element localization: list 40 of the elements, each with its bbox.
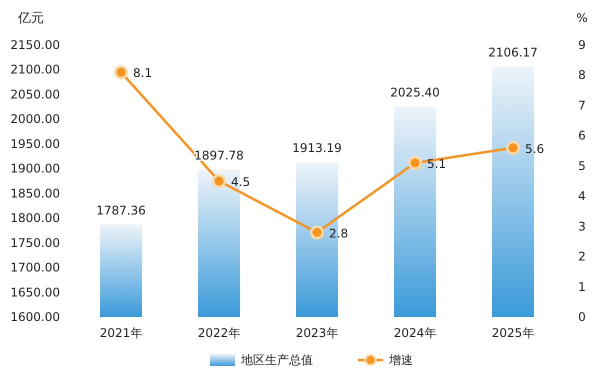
y-tick-label: 1650.00 <box>10 285 60 300</box>
y-tick-label: 1850.00 <box>10 186 60 200</box>
data-label: 1787.36 <box>96 203 146 218</box>
y-tick-label: 1600.00 <box>10 310 60 324</box>
y2-tick-label: 4 <box>578 189 586 204</box>
y-axis-title: 亿元 <box>17 11 44 26</box>
data-label: 2.8 <box>329 226 348 240</box>
x-tick-label: 2021年 <box>100 326 142 340</box>
y-tick-label: 1950.00 <box>10 136 60 151</box>
y2-tick-label: 7 <box>578 98 586 112</box>
y-tick-label: 2000.00 <box>10 112 60 126</box>
data-label: 5.1 <box>427 156 446 171</box>
data-label: 5.6 <box>525 142 544 156</box>
y-tick-label: 1750.00 <box>10 236 60 250</box>
data-label: 2025.40 <box>390 86 440 100</box>
y-tick-label: 1800.00 <box>10 211 60 226</box>
y-tick-label: 2050.00 <box>10 87 60 102</box>
data-label: 4.5 <box>231 175 250 189</box>
x-tick-label: 2022年 <box>198 326 240 340</box>
y2-tick-label: 8 <box>578 68 586 82</box>
y2-tick-label: 2 <box>578 250 586 264</box>
y2-tick-label: 0 <box>578 310 586 324</box>
y-tick-label: 2150.00 <box>10 38 60 52</box>
legend-label: 地区生产总值 <box>240 353 313 367</box>
data-label: 8.1 <box>133 66 152 80</box>
data-label: 2106.17 <box>488 46 538 60</box>
legend-label: 增速 <box>388 353 413 367</box>
data-label: 1913.19 <box>292 141 342 156</box>
y2-tick-label: 1 <box>578 280 586 294</box>
y-tick-label: 1900.00 <box>10 162 60 176</box>
y2-tick-label: 5 <box>578 158 586 173</box>
y2-axis-title: % <box>576 11 588 25</box>
y-tick-label: 2100.00 <box>10 62 60 77</box>
y2-tick-label: 6 <box>578 128 586 143</box>
x-tick-label: 2024年 <box>394 326 436 340</box>
y2-tick-label: 9 <box>578 38 586 52</box>
y-tick-label: 1700.00 <box>10 260 60 275</box>
x-tick-label: 2025年 <box>492 326 534 340</box>
x-tick-label: 2023年 <box>296 326 338 340</box>
y2-tick-label: 3 <box>578 219 586 234</box>
